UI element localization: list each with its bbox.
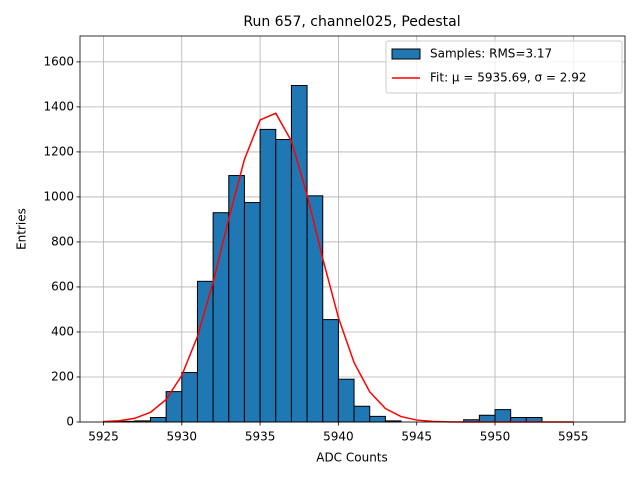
y-tick-label: 400 <box>51 324 74 338</box>
histogram-bar <box>494 409 512 423</box>
x-tick-label: 5945 <box>401 430 432 444</box>
histogram-bar <box>353 405 371 423</box>
histogram-bar <box>149 416 167 423</box>
y-tick-label: 1600 <box>43 54 74 68</box>
x-tick-label: 5955 <box>558 430 589 444</box>
histogram-bar <box>290 85 308 423</box>
histogram-bar <box>322 319 339 423</box>
legend-box <box>385 40 623 94</box>
histogram-bar <box>369 415 386 423</box>
chart-title: Run 657, channel025, Pedestal <box>243 14 460 30</box>
y-tick-label: 800 <box>51 234 74 248</box>
legend-swatch <box>391 48 421 60</box>
histogram-bar <box>212 212 230 423</box>
x-tick-label: 5940 <box>323 430 354 444</box>
y-tick-label: 600 <box>51 279 74 293</box>
histogram-bar <box>275 139 292 423</box>
histogram-bar <box>259 128 277 423</box>
histogram-bar <box>337 378 355 423</box>
legend-label: Fit: μ = 5935.69, σ = 2.92 <box>430 71 587 85</box>
histogram-bar <box>196 280 214 423</box>
x-axis-label: ADC Counts <box>316 451 388 465</box>
histogram-bar <box>478 414 496 423</box>
x-tick-label: 5925 <box>88 430 119 444</box>
legend-label: Samples: RMS=3.17 <box>430 47 552 61</box>
x-tick-label: 5950 <box>480 430 511 444</box>
y-tick-label: 200 <box>51 369 74 383</box>
x-tick-label: 5935 <box>245 430 276 444</box>
y-tick-label: 0 <box>66 415 74 429</box>
x-tick-label: 5930 <box>167 430 198 444</box>
y-tick-label: 1400 <box>43 99 74 113</box>
y-axis-label: Entries <box>15 208 29 250</box>
y-tick-label: 1200 <box>43 144 74 158</box>
axes-frame <box>79 35 626 423</box>
histogram-bar <box>181 371 198 423</box>
y-tick-label: 1000 <box>43 189 74 203</box>
histogram-bar <box>243 202 261 423</box>
